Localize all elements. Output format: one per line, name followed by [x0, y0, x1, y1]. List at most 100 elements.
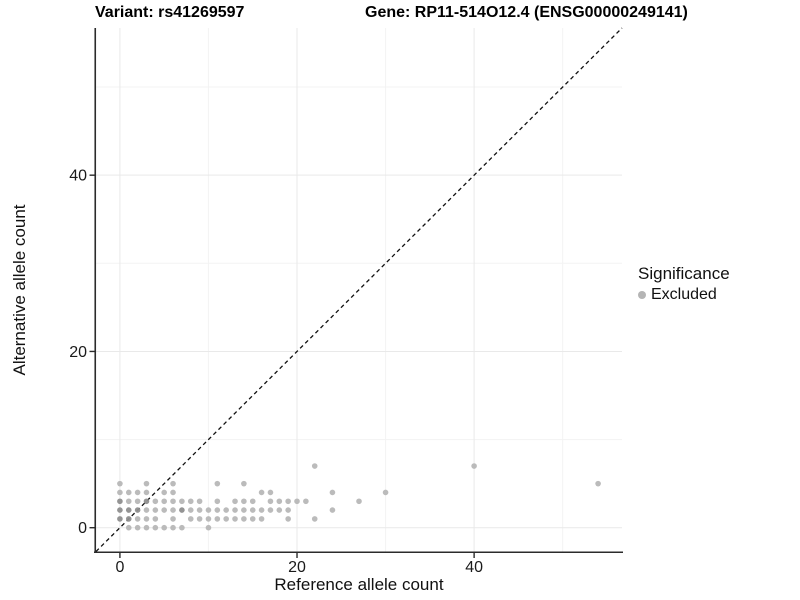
data-point [170, 524, 176, 531]
data-point [214, 480, 221, 487]
data-point [187, 516, 194, 522]
data-point [179, 524, 185, 531]
data-point [267, 507, 274, 513]
data-point [303, 498, 309, 505]
data-point [232, 507, 238, 513]
data-point [285, 498, 291, 505]
data-point [117, 498, 123, 505]
data-point [143, 498, 150, 505]
data-point [471, 463, 477, 469]
data-point [267, 498, 274, 505]
data-point [223, 507, 229, 513]
data-point [241, 507, 247, 513]
y-tick-label: 20 [69, 344, 87, 361]
minor-gridlines [96, 28, 622, 552]
data-point [241, 480, 247, 487]
data-point [170, 498, 176, 505]
data-point [117, 516, 123, 522]
data-point [196, 498, 203, 505]
data-point [311, 463, 318, 469]
data-point [152, 524, 159, 531]
data-point [285, 516, 291, 522]
data-point [196, 507, 203, 513]
data-point [143, 480, 150, 487]
data-point [170, 516, 176, 522]
data-point [205, 516, 212, 522]
data-point [161, 507, 167, 513]
data-point [329, 507, 336, 513]
data-point [134, 498, 141, 505]
data-point [214, 507, 221, 513]
data-point [161, 524, 167, 531]
data-point [187, 507, 194, 513]
tick-marks [89, 174, 475, 558]
data-point [258, 489, 265, 496]
legend-item-excluded: Excluded [638, 286, 730, 304]
data-point [134, 489, 141, 496]
data-point [214, 498, 221, 505]
x-axis-title: Reference allele count [274, 575, 444, 594]
data-point [179, 498, 185, 505]
data-point [241, 516, 247, 522]
x-tick-label: 20 [288, 559, 306, 576]
data-point [241, 498, 247, 505]
data-point [214, 516, 221, 522]
data-point [161, 489, 167, 496]
data-point [143, 516, 150, 522]
data-point [232, 498, 238, 505]
legend: Significance Excluded [638, 264, 730, 304]
data-point [329, 489, 336, 496]
data-point [134, 516, 141, 522]
data-point [134, 524, 141, 531]
data-point [161, 498, 167, 505]
data-point [595, 480, 601, 487]
tick-labels: 0 20 40 0 20 40 [69, 168, 483, 576]
data-point [294, 498, 300, 505]
data-point [125, 489, 132, 496]
data-point [143, 489, 150, 496]
data-point [382, 489, 389, 496]
data-point [249, 507, 256, 513]
data-point [232, 516, 238, 522]
x-tick-label: 40 [465, 559, 483, 576]
y-tick-label: 40 [69, 168, 87, 185]
data-point [276, 507, 283, 513]
identity-line [95, 27, 623, 552]
data-point [125, 524, 132, 531]
data-point [249, 498, 256, 505]
data-point [152, 516, 159, 522]
data-point [125, 516, 132, 522]
data-point [223, 516, 229, 522]
data-point [134, 507, 141, 513]
y-tick-label: 0 [78, 520, 87, 537]
variant-title: Variant: rs41269597 [95, 4, 245, 21]
data-point [152, 507, 159, 513]
data-point [276, 498, 283, 505]
data-point [117, 480, 123, 487]
points-layer [117, 463, 601, 531]
data-point [285, 507, 291, 513]
y-axis-title: Alternative allele count [10, 204, 29, 376]
data-point [170, 480, 176, 487]
data-point [267, 489, 274, 496]
data-point [187, 498, 194, 505]
data-point [258, 507, 265, 513]
data-point [170, 489, 176, 496]
axis-lines [94, 28, 623, 554]
data-point [152, 498, 159, 505]
data-point [205, 524, 212, 531]
data-point [258, 516, 265, 522]
excluded-point-icon [638, 291, 646, 299]
data-point [117, 489, 123, 496]
x-tick-label: 0 [115, 559, 124, 576]
data-point [205, 507, 212, 513]
data-point [117, 507, 123, 513]
data-point [196, 516, 203, 522]
data-point [179, 507, 185, 513]
data-point [143, 524, 150, 531]
legend-item-label: Excluded [651, 286, 717, 303]
data-point [125, 498, 132, 505]
data-point [143, 507, 150, 513]
